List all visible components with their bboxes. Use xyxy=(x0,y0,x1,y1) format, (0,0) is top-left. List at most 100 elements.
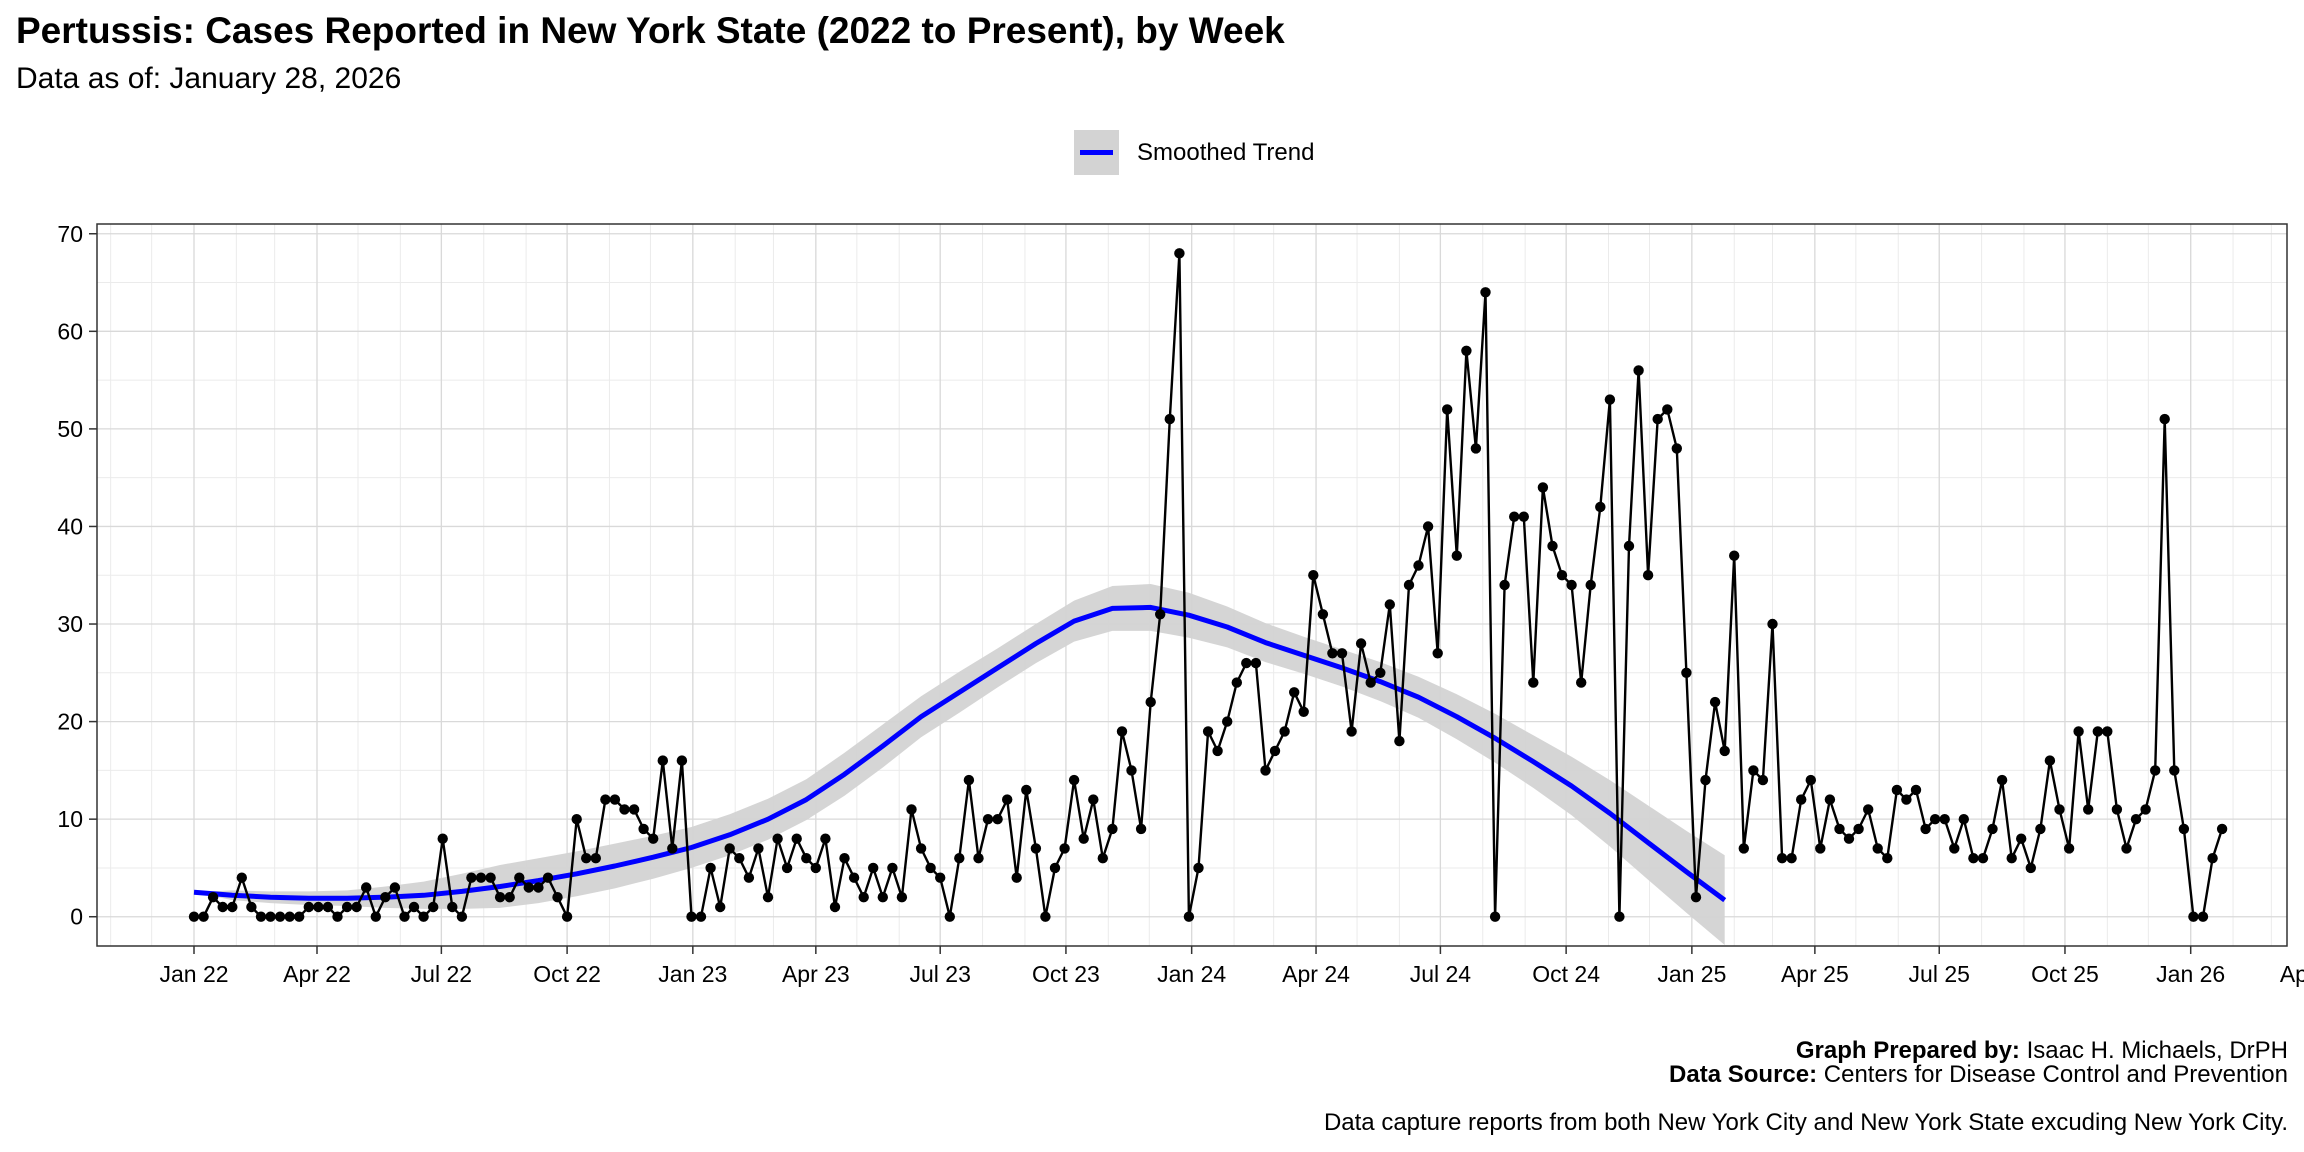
data-point xyxy=(1336,648,1348,659)
data-point xyxy=(475,872,487,883)
footer-note: Data capture reports from both New York … xyxy=(1323,1109,2288,1136)
x-tick-label: Jan 25 xyxy=(1657,961,1726,987)
x-tick-label: Apr 22 xyxy=(283,961,351,987)
data-point xyxy=(322,901,334,913)
data-point xyxy=(2178,823,2190,835)
data-point xyxy=(2130,814,2142,825)
data-point xyxy=(2169,765,2180,776)
data-point xyxy=(1355,638,1367,649)
data-point xyxy=(648,833,659,844)
data-point xyxy=(1078,833,1089,844)
data-point xyxy=(848,872,860,883)
data-point xyxy=(1776,853,1788,864)
data-point xyxy=(762,892,774,903)
data-point xyxy=(418,911,429,922)
data-point xyxy=(303,901,314,913)
data-point xyxy=(1671,443,1683,454)
data-point xyxy=(686,911,697,922)
data-point xyxy=(743,872,755,883)
data-point xyxy=(1556,570,1568,581)
data-point xyxy=(399,911,410,922)
data-point xyxy=(361,882,372,893)
data-point xyxy=(255,911,267,922)
data-point xyxy=(1824,794,1836,805)
data-point xyxy=(1289,687,1300,698)
legend: Smoothed Trend xyxy=(1074,130,1314,175)
data-point xyxy=(772,833,783,844)
data-point xyxy=(1786,853,1797,864)
data-point xyxy=(1566,579,1577,591)
data-point xyxy=(2188,911,2199,922)
data-point xyxy=(695,911,707,922)
data-point xyxy=(1202,726,1214,737)
y-tick-label: 60 xyxy=(57,318,83,344)
footer-source-label: Data Source: xyxy=(1669,1061,1818,1088)
data-point xyxy=(1442,404,1453,415)
chart-subtitle: Data as of: January 28, 2026 xyxy=(16,62,402,95)
data-point xyxy=(2025,862,2037,874)
data-point xyxy=(1719,745,1730,757)
data-point xyxy=(1193,862,1204,874)
data-point xyxy=(1633,365,1644,376)
data-point xyxy=(542,872,554,883)
y-tick-label: 20 xyxy=(57,709,83,735)
data-point xyxy=(705,862,716,874)
data-point xyxy=(839,853,850,864)
data-point xyxy=(944,911,955,922)
data-point xyxy=(1040,911,1051,922)
data-point xyxy=(1489,911,1501,922)
data-point xyxy=(2073,726,2084,737)
data-point xyxy=(954,853,965,864)
data-point xyxy=(810,862,821,874)
data-point xyxy=(217,901,228,913)
x-tick-label: Jul 24 xyxy=(1410,961,1472,987)
trend-ribbon-layer xyxy=(194,584,1725,945)
y-tick-label: 30 xyxy=(57,611,83,637)
data-point xyxy=(1509,511,1520,522)
data-point xyxy=(1690,892,1702,903)
data-point xyxy=(1547,540,1558,552)
data-point xyxy=(1298,706,1309,717)
chart-title: Pertussis: Cases Reported in New York St… xyxy=(16,10,1285,51)
data-point xyxy=(1528,677,1539,688)
data-point xyxy=(791,833,802,844)
data-point xyxy=(1269,745,1281,757)
data-point xyxy=(619,804,630,815)
data-point xyxy=(992,814,1003,825)
data-point xyxy=(667,843,678,854)
data-point xyxy=(1968,853,1979,864)
legend-key-smoothed-trend xyxy=(1074,130,1119,175)
data-point xyxy=(868,862,879,874)
data-point xyxy=(1030,843,1042,854)
data-point xyxy=(1461,345,1472,356)
data-point xyxy=(820,833,831,844)
data-point xyxy=(753,843,764,854)
data-point xyxy=(1145,696,1156,708)
x-tick-label: Jan 22 xyxy=(159,961,228,987)
data-point xyxy=(2159,413,2170,425)
data-point xyxy=(437,833,448,844)
data-point xyxy=(1767,618,1778,630)
data-point xyxy=(628,804,640,815)
data-point xyxy=(2054,804,2065,815)
data-point xyxy=(408,901,420,913)
data-point xyxy=(1097,853,1109,864)
data-point xyxy=(514,872,525,883)
data-point xyxy=(1882,853,1893,864)
data-point xyxy=(2121,843,2132,854)
data-point xyxy=(447,901,458,913)
data-point xyxy=(1939,814,1950,825)
data-point xyxy=(1327,648,1338,659)
data-point xyxy=(1432,648,1443,659)
data-point xyxy=(2140,804,2151,815)
data-point xyxy=(1394,735,1405,747)
data-point xyxy=(1843,833,1855,844)
data-point xyxy=(1155,609,1166,620)
trend-confidence-ribbon xyxy=(194,584,1725,945)
data-point xyxy=(1260,765,1271,776)
x-tick-label: Oct 24 xyxy=(1532,961,1600,987)
data-point xyxy=(552,892,563,903)
data-point xyxy=(485,872,496,883)
y-tick-label: 70 xyxy=(57,221,83,247)
data-point xyxy=(982,814,994,825)
